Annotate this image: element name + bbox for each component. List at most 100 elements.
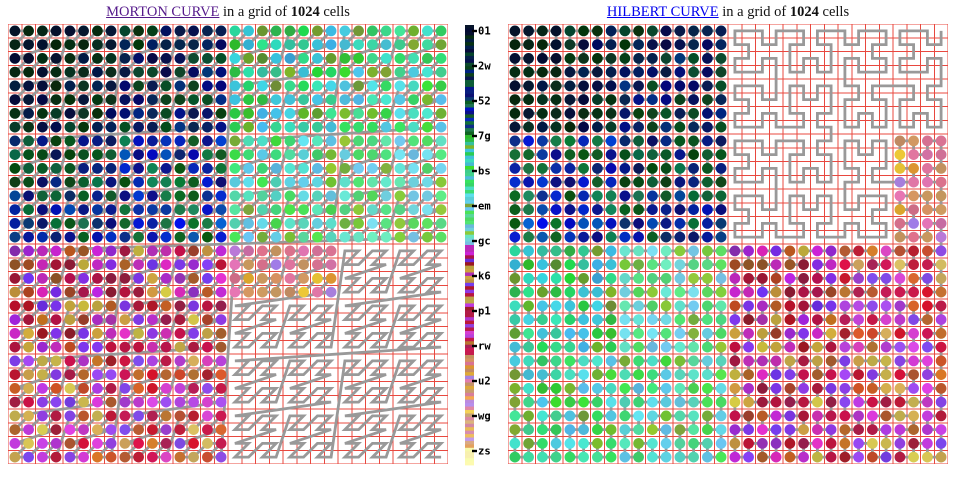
colorbar-gradient-segment (465, 427, 474, 432)
cell-dot (284, 25, 296, 37)
cell-dot (757, 259, 768, 270)
cell-dot (592, 218, 603, 229)
cell-dot (619, 451, 631, 463)
cell-dot (147, 121, 158, 133)
colorbar-tick (472, 134, 477, 138)
cell-dot (394, 94, 406, 105)
cell-dot (523, 94, 534, 105)
cell-dot (564, 80, 576, 92)
cell-dot (284, 259, 296, 270)
cell-dot (367, 218, 378, 229)
cell-dot (202, 438, 213, 449)
cell-dot (9, 66, 21, 78)
cell-dot (50, 66, 62, 78)
cell-dot (23, 286, 34, 298)
cell-dot (215, 396, 227, 408)
cell-dot (147, 190, 158, 202)
morton-curve-link[interactable]: MORTON CURVE (106, 3, 220, 20)
cell-dot (550, 355, 562, 367)
cell-dot (784, 273, 796, 284)
colorbar-gradient-segment (465, 35, 474, 40)
cell-dot (188, 314, 199, 325)
hilbert-curve-link[interactable]: HILBERT CURVE (606, 3, 719, 20)
cell-dot (270, 108, 282, 119)
cell-dot (23, 80, 34, 92)
cell-dot (133, 163, 144, 174)
cell-dot (23, 341, 34, 353)
cell-dot (202, 204, 213, 215)
cell-dot (674, 218, 686, 229)
cell-dot (174, 121, 186, 133)
cell-dot (715, 355, 727, 367)
cell-dot (770, 451, 782, 463)
cell-dot (812, 341, 823, 353)
colorbar-tick (472, 99, 477, 103)
cell-dot (935, 410, 947, 422)
cell-dot (605, 424, 617, 435)
cell-dot (105, 149, 117, 160)
cell-dot (243, 176, 254, 188)
cell-dot (605, 438, 617, 449)
colorbar-gradient-segment (465, 152, 474, 157)
cell-dot (284, 245, 296, 257)
cell-dot (660, 438, 672, 449)
cell-dot (647, 135, 658, 147)
cell-dot (380, 218, 392, 229)
cell-dot (284, 121, 296, 133)
cell-dot (325, 121, 337, 133)
cell-dot (270, 245, 282, 257)
cell-dot (202, 135, 213, 147)
cell-dot (284, 66, 296, 78)
cell-dot (550, 66, 562, 78)
cell-dot (578, 149, 589, 160)
cell-dot (537, 176, 548, 188)
cell-dot (894, 163, 906, 174)
cell-dot (564, 108, 576, 119)
cell-dot (578, 438, 589, 449)
cell-dot (509, 259, 521, 270)
cell-dot (37, 300, 48, 312)
cell-dot (660, 163, 672, 174)
cell-dot (215, 53, 227, 64)
cell-dot (133, 176, 144, 188)
cell-dot (619, 80, 631, 92)
cell-dot (133, 204, 144, 215)
cell-dot (435, 135, 447, 147)
colorbar-tick-label: 52 (478, 96, 491, 108)
cell-dot (935, 383, 947, 394)
colorbar-gradient-segment (465, 341, 474, 346)
cell-dot (23, 66, 34, 78)
colorbar-gradient-segment (465, 25, 474, 29)
cell-dot (867, 369, 878, 380)
cell-dot (605, 80, 617, 92)
cell-dot (50, 438, 62, 449)
cell-dot (160, 149, 172, 160)
cell-dot (353, 218, 364, 229)
cell-dot (160, 438, 172, 449)
cell-dot (509, 300, 521, 312)
cell-dot (257, 259, 268, 270)
cell-dot (660, 286, 672, 298)
cell-dot (660, 259, 672, 270)
cell-dot (23, 25, 34, 37)
cell-dot (243, 259, 254, 270)
cell-dot (78, 369, 89, 380)
cell-dot (435, 39, 447, 50)
cell-dot (509, 438, 521, 449)
cell-dot (853, 259, 864, 270)
cell-dot (188, 80, 199, 92)
cell-dot (64, 231, 76, 243)
cell-dot (408, 218, 419, 229)
cell-dot (119, 149, 131, 160)
cell-dot (188, 396, 199, 408)
cell-dot (619, 149, 631, 160)
cell-dot (284, 286, 296, 298)
cell-dot (147, 369, 158, 380)
cell-dot (353, 121, 364, 133)
cell-dot (688, 121, 699, 133)
cell-dot (215, 273, 227, 284)
cell-dot (37, 341, 48, 353)
cell-dot (922, 273, 933, 284)
cell-dot (339, 108, 351, 119)
cell-dot (509, 218, 521, 229)
